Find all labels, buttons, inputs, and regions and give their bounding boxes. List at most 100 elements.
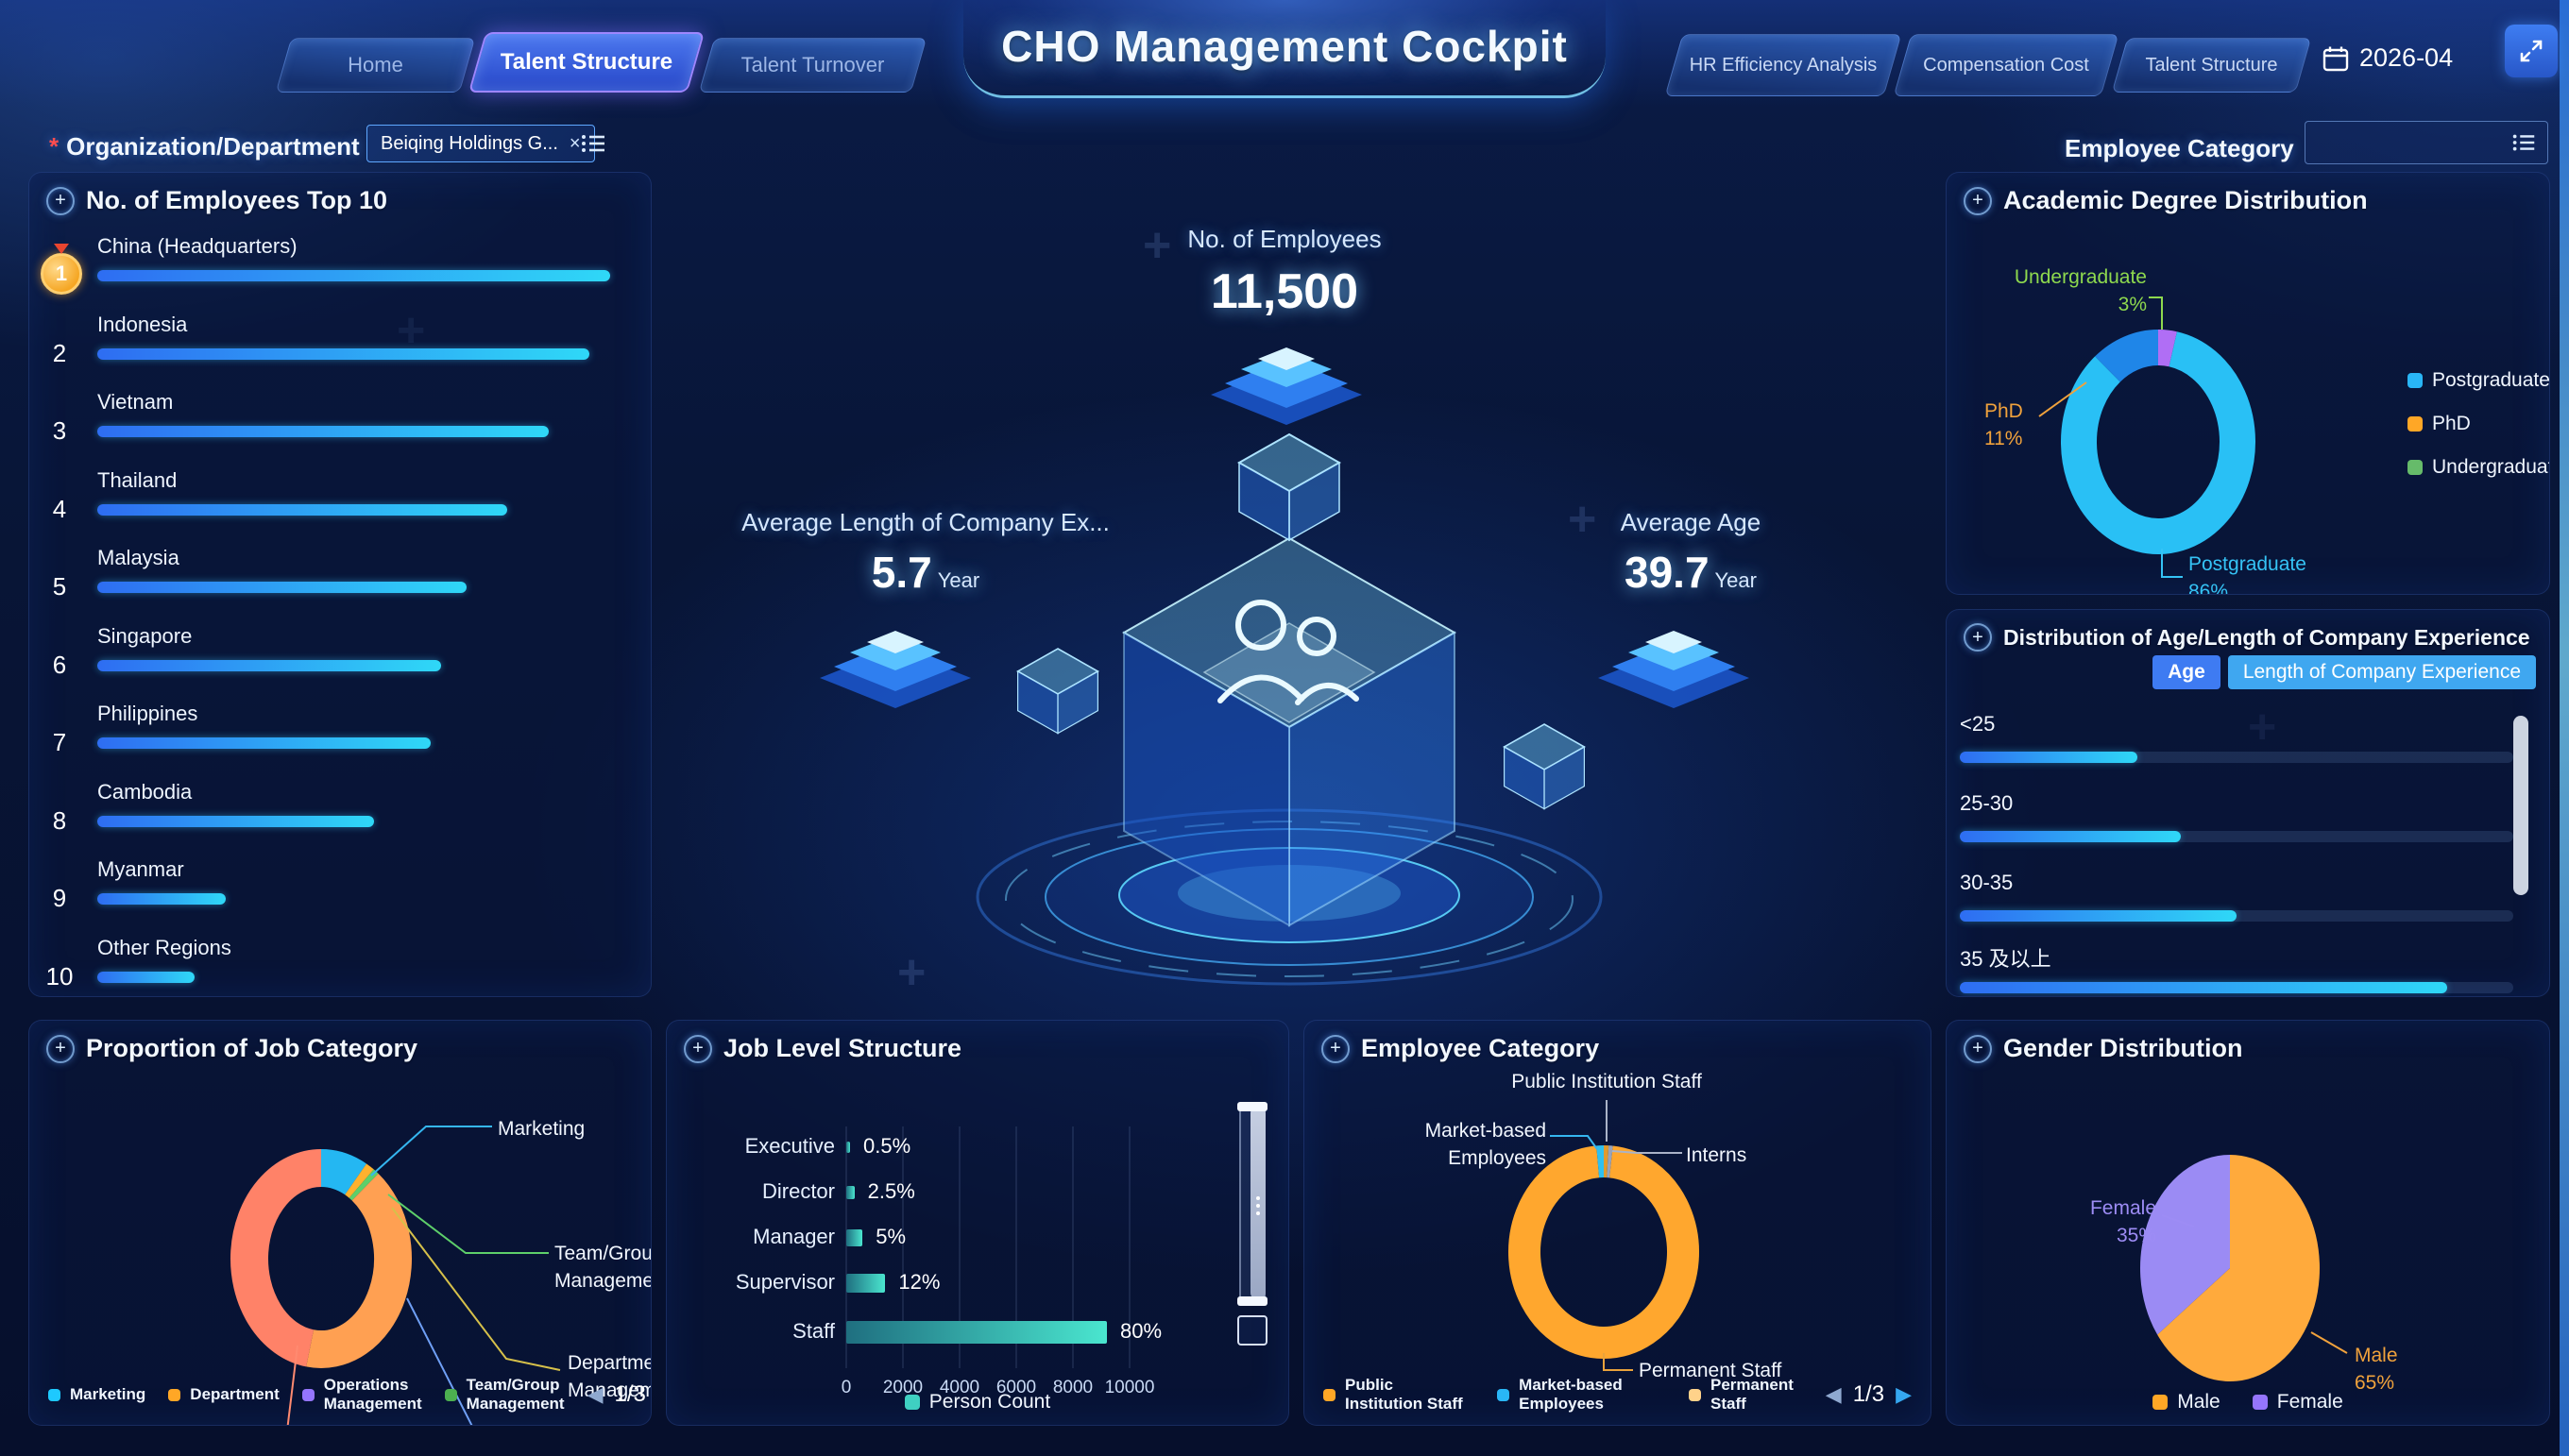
expand-icon — [2520, 40, 2543, 62]
slice-operations-management[interactable] — [306, 1173, 412, 1368]
top10-bar — [97, 426, 549, 437]
list-icon — [582, 135, 604, 152]
age-bar-label: 30-35 — [1960, 871, 2014, 894]
toggle-length-of-experience[interactable]: Length of Company Experience — [2227, 655, 2536, 689]
tab-talent-turnover[interactable]: Talent Turnover — [706, 38, 919, 93]
joblevel-gridlines — [845, 1126, 1131, 1368]
slice-department[interactable] — [230, 1149, 322, 1367]
prev-page-arrow[interactable]: ◀ — [1825, 1382, 1842, 1406]
legend-item-undergraduate[interactable]: Undergraduate — [2407, 456, 2549, 479]
slice-postgraduate[interactable] — [2061, 331, 2255, 554]
pie-callout-department-management: Department Management — [568, 1349, 651, 1405]
kpi-average-age-value: 39.7 Year — [1625, 548, 1757, 597]
callout-text: Public Institution Staff — [1511, 1071, 1702, 1092]
date-picker[interactable]: 2026-04 — [2322, 43, 2453, 73]
age-bar-fill — [1960, 831, 2182, 842]
kpi-total-employees-value: 11,500 — [1210, 264, 1359, 319]
toggle-age[interactable]: Age — [2152, 655, 2220, 689]
top10-rank: 2 — [52, 338, 67, 367]
tab-home[interactable]: Home — [283, 38, 468, 93]
top10-row: Other Regions 10 — [44, 936, 636, 996]
slice-undergraduate[interactable] — [2157, 330, 2177, 367]
org-filter-list-button[interactable] — [578, 128, 608, 163]
panel-title: Job Level Structure — [723, 1034, 962, 1062]
center-illustration — [820, 347, 1749, 986]
prev-page-arrow[interactable]: ◀ — [587, 1382, 604, 1406]
legend-item-phd[interactable]: PhD — [2407, 413, 2549, 435]
legend-item-department[interactable]: Department — [168, 1385, 280, 1404]
slider-cap-bottom[interactable] — [1237, 1296, 1267, 1306]
calendar-icon — [2322, 46, 2349, 71]
panel-age-distribution: + Distribution of Age/Length of Company … — [1946, 609, 2550, 997]
slider-handle[interactable] — [1250, 1106, 1266, 1300]
age-row: <25 — [1960, 712, 2526, 778]
legend-item-team-group-management[interactable]: Team/Group Management — [444, 1376, 565, 1414]
panel-head: + Gender Distribution — [1964, 1034, 2243, 1063]
top10-label: Other Regions — [97, 935, 231, 959]
next-page-arrow[interactable]: ▶ — [1896, 1382, 1912, 1406]
panel-marker-icon: + — [1321, 1034, 1350, 1063]
slice-marketing[interactable] — [319, 1149, 367, 1195]
tag-remove-icon[interactable]: × — [569, 132, 581, 154]
slice-female[interactable] — [2140, 1155, 2230, 1335]
employee-category-input[interactable] — [2305, 121, 2548, 164]
top10-bar — [97, 270, 610, 281]
legend-item-market-based-employees[interactable]: Market-based Employees — [1497, 1376, 1666, 1414]
legend-item-operations-management[interactable]: Operations Management — [301, 1376, 422, 1414]
legend-swatch — [2407, 460, 2423, 475]
slice-department-management[interactable] — [344, 1163, 374, 1198]
pie-callout-undergraduate: Undergraduate 3% — [1984, 263, 2147, 319]
toggle-length-label: Length of Company Experience — [2242, 661, 2521, 683]
joblevel-category-label: Manager — [753, 1225, 835, 1248]
joblevel-zoom-slider[interactable] — [1237, 1102, 1275, 1346]
top10-label: China (Headquarters) — [97, 234, 298, 258]
legend-label: Undergraduate — [2432, 456, 2549, 478]
org-filter-tag[interactable]: Beiqing Holdings G... × — [366, 125, 595, 162]
joblevel-percent-label: 2.5% — [867, 1179, 915, 1203]
tab-hr-efficiency-label: HR Efficiency Analysis — [1689, 55, 1878, 76]
legend-label: Postgraduate — [2432, 369, 2550, 391]
callout-text: Male — [2355, 1345, 2398, 1366]
tab-talent-structure-right[interactable]: Talent Structure — [2119, 38, 2304, 93]
legend-item-public-institution-staff[interactable]: Public Institution Staff — [1323, 1376, 1474, 1414]
legend-item-postgraduate[interactable]: Postgraduate — [2407, 369, 2550, 392]
jobcat-body: MarketingTeam/GroupManagementDepartmentM… — [29, 1021, 651, 1425]
fullscreen-button[interactable] — [2505, 25, 2558, 77]
slice-team-group-management[interactable] — [349, 1169, 379, 1201]
legend-item-person-count[interactable]: Person Count — [904, 1391, 1050, 1414]
page-indicator: 1/3 — [1852, 1381, 1885, 1407]
legend-item-permanent-staff[interactable]: Permanent Staff — [1689, 1376, 1803, 1414]
panel-head: + Job Level Structure — [684, 1034, 961, 1063]
legend-item-female[interactable]: Female — [2252, 1391, 2343, 1414]
panel-title: Proportion of Job Category — [86, 1034, 417, 1062]
slice-male[interactable] — [2157, 1155, 2320, 1381]
slice-permanent-staff[interactable] — [1508, 1145, 1699, 1359]
kpi-total-employees: No. of Employees 11,500 — [1096, 225, 1473, 320]
kpi-average-age: Average Age 39.7 Year — [1530, 508, 1851, 598]
joblevel-bar — [846, 1321, 1107, 1344]
joblevel-chart: Executive 0.5% Director 2.5% Manager 5% Superv… — [667, 1021, 1288, 1425]
people-icon — [1217, 600, 1359, 705]
joblevel-axis-tick: 8000 — [1052, 1378, 1094, 1397]
slider-cap-top[interactable] — [1237, 1102, 1267, 1111]
panel-head: + Academic Degree Distribution — [1964, 186, 2368, 215]
callout-text: Team/Group — [554, 1243, 652, 1264]
age-panel-scrollbar[interactable] — [2513, 716, 2528, 895]
top10-rank: 10 — [45, 961, 74, 990]
legend-item-marketing[interactable]: Marketing — [48, 1385, 145, 1404]
legend-item-male[interactable]: Male — [2152, 1391, 2220, 1414]
tab-compensation-cost[interactable]: Compensation Cost — [1902, 34, 2110, 96]
panel-employees-top10: + No. of Employees Top 10 China (Headqua… — [28, 172, 652, 997]
callout-text: Market-based — [1424, 1120, 1546, 1142]
top10-row: Indonesia 2 — [44, 313, 636, 373]
top10-label: Philippines — [97, 702, 198, 725]
slice-phd[interactable] — [2095, 330, 2159, 382]
page-title: CHO Management Cockpit — [1001, 22, 1568, 71]
top10-bar — [97, 815, 375, 827]
tab-hr-efficiency-analysis[interactable]: HR Efficiency Analysis — [1674, 34, 1893, 96]
top10-label: Myanmar — [97, 857, 184, 881]
age-chart: <25 25-30 30-35 35 及以上 — [1947, 610, 2549, 996]
tab-talent-structure[interactable]: Talent Structure — [477, 32, 696, 93]
employee-category-filter-label-text: Employee Category — [2065, 134, 2294, 162]
org-filter-label: * Organization/Department — [49, 132, 360, 161]
